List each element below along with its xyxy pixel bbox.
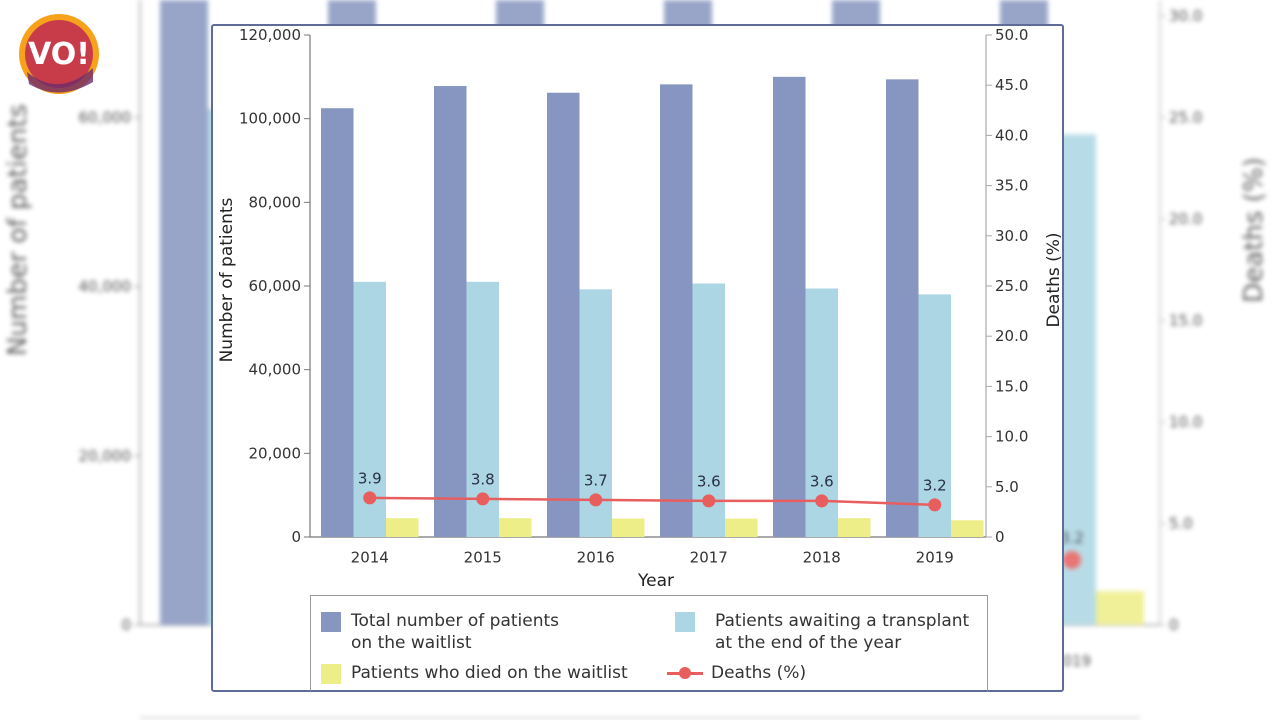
- y-tick-label: 100,000: [239, 110, 301, 128]
- legend-label-died: Patients who died on the waitlist: [351, 663, 628, 683]
- bars: [321, 76, 984, 538]
- bar-died: [386, 518, 419, 537]
- legend-item-died: Patients who died on the waitlist: [321, 662, 628, 684]
- logo-text: VO!: [28, 37, 90, 72]
- deaths-polyline: [369, 496, 935, 507]
- x-tick-label: 2019: [916, 549, 954, 567]
- line: 3.9 3.8 3.7 3.6 3.6 3.2: [358, 469, 947, 512]
- y-tick-label: 0: [121, 616, 131, 634]
- y2-tick-label: 5.0: [995, 478, 1019, 496]
- deaths-data-label: 3.9: [358, 469, 382, 487]
- axes: 0 20,000 40,000 60,000 80,000 100,000 120,000 0…: [239, 26, 1028, 567]
- y2-tick-label: 10.0: [995, 428, 1028, 446]
- legend-label-total-1: Total number of patients: [351, 611, 560, 631]
- y-tick-label: 60,000: [79, 109, 132, 127]
- bar-total: [434, 86, 467, 537]
- legend-item-deaths: Deaths (%): [667, 662, 806, 684]
- y-tick-label: 20,000: [249, 444, 302, 462]
- legend-item-total: Total number of patients on the waitlist: [321, 610, 559, 654]
- legend-label-awaiting-2: at the end of the year: [715, 633, 902, 653]
- deaths-data-label: 3.6: [810, 472, 834, 490]
- y2-tick-label: 50.0: [995, 26, 1028, 44]
- y2-axis-title: Deaths (%): [1044, 232, 1064, 327]
- deaths-data-label: 3.6: [697, 472, 721, 490]
- legend-swatch-deaths-line: [667, 662, 703, 682]
- bar-total: [321, 108, 354, 537]
- deaths-point: [815, 494, 829, 508]
- deaths-point: [589, 493, 603, 507]
- legend-swatch-total: [321, 612, 341, 632]
- y-tick-label: 120,000: [239, 26, 301, 44]
- y2-tick-label: 0: [995, 528, 1005, 546]
- y2-tick-label: 20.0: [1169, 210, 1202, 228]
- deaths-point: [476, 492, 490, 506]
- x-tick-label: 2015: [464, 549, 502, 567]
- legend: Total number of patients on the waitlist…: [310, 595, 988, 691]
- bar-died: [1096, 591, 1144, 625]
- y2-tick-label: 15.0: [1169, 312, 1202, 330]
- vo-logo: VO!: [19, 14, 99, 94]
- bar-died: [725, 518, 758, 537]
- deaths-point: [1063, 551, 1081, 570]
- y-axis-title: Number of patients: [217, 197, 237, 362]
- y2-tick-label: 20.0: [995, 327, 1028, 345]
- deaths-point: [702, 494, 716, 508]
- y2-tick-label: 40.0: [995, 126, 1028, 144]
- x-axis-title: Year: [637, 571, 674, 591]
- bar-died: [951, 520, 984, 537]
- chart-card: Number of patients Deaths (%) Year 0 20,0…: [211, 24, 1064, 692]
- y-tick-label: 20,000: [79, 447, 132, 465]
- chart-plot: Number of patients Deaths (%) Year 0 20,0…: [217, 26, 1064, 591]
- x-tick-label: 2014: [351, 549, 389, 567]
- y2-tick-label: 5.0: [1169, 515, 1193, 533]
- y-tick-label: 0: [291, 528, 301, 546]
- bar-awaiting: [918, 294, 951, 537]
- y2-tick-label: 25.0: [995, 277, 1028, 295]
- legend-label-deaths: Deaths (%): [711, 663, 807, 683]
- y2-tick-label: 30.0: [1169, 7, 1202, 25]
- deaths-data-label: 3.7: [584, 471, 608, 489]
- y-tick-label: 60,000: [249, 277, 302, 295]
- bg-y-axis-title: Number of patients: [3, 104, 33, 356]
- bar-total: [773, 76, 806, 538]
- bar-died: [612, 518, 645, 537]
- deaths-data-label: 3.2: [923, 476, 947, 494]
- x-tick-label: 2018: [803, 549, 841, 567]
- bar-died: [838, 518, 871, 537]
- deaths-data-label: 3.8: [471, 470, 495, 488]
- legend-swatch-died: [321, 664, 341, 684]
- y2-tick-label: 30.0: [995, 227, 1028, 245]
- y2-tick-label: 0: [1169, 616, 1179, 634]
- bar-total: [660, 84, 693, 537]
- legend-item-awaiting: Patients awaiting a transplant at the en…: [675, 610, 969, 654]
- y2-tick-label: 10.0: [1169, 413, 1202, 431]
- y2-tick-label: 15.0: [995, 377, 1028, 395]
- legend-swatch-awaiting: [675, 612, 695, 632]
- x-tick-label: 2016: [577, 549, 615, 567]
- deaths-data-label: 3.2: [1060, 529, 1084, 547]
- deaths-point: [363, 491, 377, 505]
- deaths-point: [928, 498, 942, 512]
- bg-bottom-strip: [140, 716, 1140, 720]
- y2-tick-label: 35.0: [995, 177, 1028, 195]
- bar-died: [499, 518, 532, 537]
- y-tick-label: 40,000: [79, 278, 132, 296]
- legend-label-awaiting-1: Patients awaiting a transplant: [715, 611, 970, 631]
- y-tick-label: 40,000: [249, 361, 302, 379]
- y-tick-label: 80,000: [249, 193, 302, 211]
- y2-tick-label: 25.0: [1169, 109, 1202, 127]
- bar-total: [547, 92, 580, 537]
- x-tick-label: 2017: [690, 549, 728, 567]
- bar-total: [160, 0, 208, 626]
- bar-total: [886, 79, 919, 538]
- legend-label-total-2: on the waitlist: [351, 633, 472, 653]
- y2-tick-label: 45.0: [995, 76, 1028, 94]
- bg-y2-axis-title: Deaths (%): [1239, 157, 1269, 302]
